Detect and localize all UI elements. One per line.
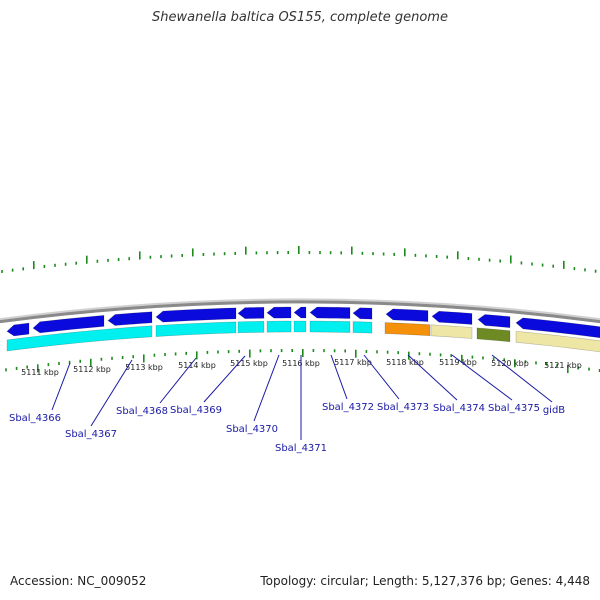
forward-gene-1[interactable] xyxy=(6,322,30,337)
gene-labels: Sbal_4366 Sbal_4367 Sbal_4368 Sbal_4369 Sbal… xyxy=(9,354,565,454)
topology-text: Topology: circular; Length: 5,127,376 bp… xyxy=(260,574,590,588)
gene-label-sbal_4375[interactable]: Sbal_4375 xyxy=(488,403,540,414)
gene-leader-line xyxy=(363,354,400,400)
accession-text: Accession: NC_009052 xyxy=(10,574,147,588)
reverse-gene-4[interactable] xyxy=(266,320,292,333)
outer-tick-marks xyxy=(1,246,597,274)
reverse-gene-9[interactable] xyxy=(430,324,473,339)
gene-label-sbal_4367[interactable]: Sbal_4367 xyxy=(65,429,117,440)
gene-leader-line xyxy=(203,355,246,403)
gene-label-sbal_4374[interactable]: Sbal_4374 xyxy=(433,403,485,414)
reverse-gene-8[interactable] xyxy=(384,322,431,337)
forward-gene-6[interactable] xyxy=(266,306,292,319)
reverse-gene-7[interactable] xyxy=(352,321,373,334)
forward-gene-10[interactable] xyxy=(385,308,429,322)
reverse-strand-genes xyxy=(6,320,600,353)
reverse-gene-6[interactable] xyxy=(309,320,351,333)
gene-label-sbal_4370[interactable]: Sbal_4370 xyxy=(226,424,278,435)
forward-gene-5[interactable] xyxy=(237,306,265,319)
reverse-gene-10[interactable] xyxy=(476,327,511,343)
gene-label-sbal_4372[interactable]: Sbal_4372 xyxy=(322,402,374,413)
forward-gene-9[interactable] xyxy=(352,307,373,320)
scale-label-7: 5117 kbp xyxy=(334,358,372,367)
scale-label-1: 5111 kbp xyxy=(21,368,59,377)
reverse-gene-3[interactable] xyxy=(237,320,265,334)
forward-gene-3[interactable] xyxy=(107,311,153,326)
gene-label-sbal_4369[interactable]: Sbal_4369 xyxy=(170,405,222,416)
gene-leader-line xyxy=(159,357,197,404)
gene-leader-line xyxy=(90,359,133,427)
gene-leader-line xyxy=(407,354,458,401)
gene-leader-line xyxy=(491,354,553,403)
gene-leader-line xyxy=(51,362,71,411)
reverse-gene-2[interactable] xyxy=(155,321,237,337)
scale-label-4: 5114 kbp xyxy=(178,361,216,370)
forward-gene-11[interactable] xyxy=(431,310,473,325)
gene-leader-line xyxy=(451,354,513,401)
backbone xyxy=(0,300,600,324)
scale-label-5: 5115 kbp xyxy=(230,359,268,368)
forward-gene-2[interactable] xyxy=(32,315,105,334)
gene-label-gidb[interactable]: gidB xyxy=(543,405,565,416)
forward-gene-7[interactable] xyxy=(293,306,307,319)
forward-gene-4[interactable] xyxy=(155,307,237,323)
gene-label-sbal_4373[interactable]: Sbal_4373 xyxy=(377,402,429,413)
gene-leader-line xyxy=(330,354,348,400)
scale-label-8: 5118 kbp xyxy=(386,358,424,367)
forward-gene-8[interactable] xyxy=(309,306,351,319)
gene-label-sbal_4371[interactable]: Sbal_4371 xyxy=(275,443,327,454)
scale-label-9: 5119 kbp xyxy=(439,358,477,367)
scale-label-10: 5120 kbp xyxy=(491,359,529,368)
scale-label-3: 5113 kbp xyxy=(125,363,163,372)
reverse-gene-5[interactable] xyxy=(293,320,307,333)
gene-label-sbal_4366[interactable]: Sbal_4366 xyxy=(9,413,61,424)
scale-label-11: 5121 kbp xyxy=(544,361,582,370)
reverse-gene-11[interactable] xyxy=(515,330,600,353)
gene-label-sbal_4368[interactable]: Sbal_4368 xyxy=(116,406,168,417)
reverse-gene-1[interactable] xyxy=(6,325,153,352)
map-title: Shewanella baltica OS155, complete genom… xyxy=(152,10,448,25)
forward-strand-genes xyxy=(6,306,600,339)
scale-label-2: 5112 kbp xyxy=(73,365,111,374)
forward-gene-12[interactable] xyxy=(477,314,511,329)
gene-leader-line xyxy=(253,354,280,422)
